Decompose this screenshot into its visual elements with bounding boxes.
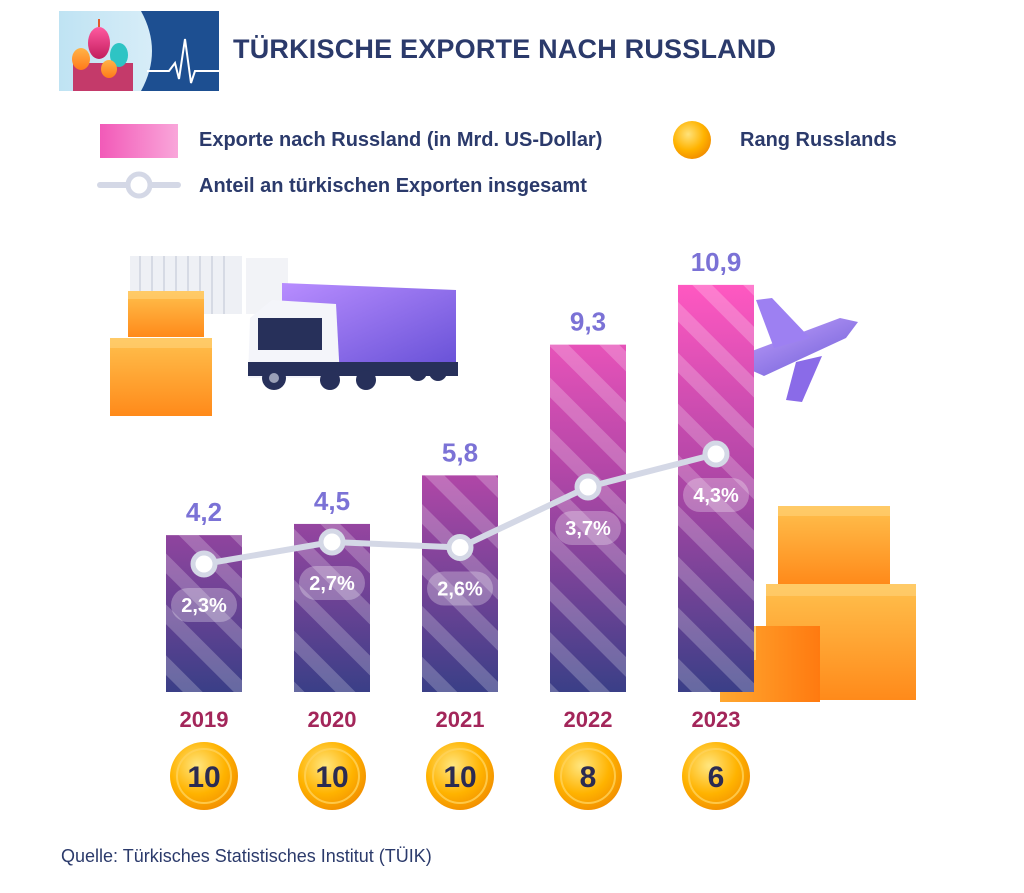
year-label-2023: 2023: [692, 707, 741, 732]
year-label-2020: 2020: [308, 707, 357, 732]
year-label-2021: 2021: [436, 707, 485, 732]
rank-value-2022: 8: [580, 761, 597, 794]
share-point-2022: [574, 473, 602, 501]
chart-title: TÜRKISCHE EXPORTE NACH RUSSLAND: [233, 34, 777, 64]
source-note: Quelle: Türkisches Statistisches Institu…: [61, 846, 432, 866]
share-label-2022: 3,7%: [565, 518, 611, 540]
bar-value-label-2022: 9,3: [570, 307, 606, 337]
share-pill-2021: [427, 571, 493, 606]
legend-share-label: Anteil an türkischen Exporten insgesamt: [199, 175, 587, 197]
rank-value-2019: 10: [187, 761, 220, 794]
bar-value-label-2019: 4,2: [186, 497, 222, 527]
bar-stripes-2021: [422, 475, 498, 692]
rank-coin-2019: [170, 742, 238, 810]
rank-coin-rim-2019: [176, 748, 232, 804]
bar-value-label-2020: 4,5: [314, 486, 350, 516]
rank-coin-rim-2022: [560, 748, 616, 804]
header-image: [59, 11, 219, 91]
rank-coin-2023: [682, 742, 750, 810]
bar-stripes-2022: [550, 344, 626, 692]
bar-stripes-2023: [678, 284, 754, 692]
rank-coin-rim-2021: [432, 748, 488, 804]
rank-coin-rim-2020: [304, 748, 360, 804]
year-label-2019: 2019: [180, 707, 229, 732]
share-pill-2023: [683, 478, 749, 512]
share-pill-2020: [299, 566, 365, 600]
legend-line-marker: [125, 171, 153, 199]
rank-coin-2022: [554, 742, 622, 810]
legend-coin-swatch: [673, 121, 711, 159]
bar-value-label-2021: 5,8: [442, 437, 478, 467]
rank-value-2023: 6: [708, 761, 725, 794]
share-label-2021: 2,6%: [437, 579, 483, 601]
share-point-2023: [702, 440, 730, 468]
rank-coin-2021: [426, 742, 494, 810]
legend-exports-label: Exporte nach Russland (in Mrd. US-Dollar…: [199, 129, 603, 151]
year-label-2022: 2022: [564, 707, 613, 732]
truck-illustration: [110, 256, 458, 416]
legend-rank-label: Rang Russlands: [740, 129, 897, 151]
rank-value-2021: 10: [443, 761, 476, 794]
share-point-2019: [190, 550, 218, 578]
share-pill-2022: [555, 511, 621, 545]
bar-value-label-2023: 10,9: [691, 247, 742, 277]
share-point-2020: [318, 528, 346, 556]
share-pill-2019: [171, 588, 237, 622]
box-bottom: [110, 338, 212, 416]
share-point-2021: [446, 534, 474, 561]
share-label-2020: 2,7%: [309, 573, 355, 595]
legend-bar-swatch: [100, 124, 178, 158]
share-label-2019: 2,3%: [181, 595, 227, 617]
rank-coin-rim-2023: [688, 748, 744, 804]
share-label-2023: 4,3%: [693, 485, 739, 507]
rank-value-2020: 10: [315, 761, 348, 794]
rank-coin-2020: [298, 742, 366, 810]
